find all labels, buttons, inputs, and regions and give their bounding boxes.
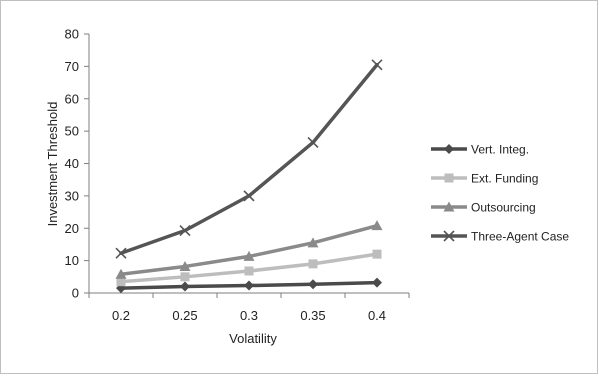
y-tick-label: 60 (65, 91, 79, 106)
legend-marker (444, 144, 454, 154)
series-outsourcing (115, 220, 383, 279)
x-axis: 0.2 0.25 0.3 0.35 0.4 (88, 292, 410, 323)
x-marker-stroke (179, 224, 191, 237)
data-point (180, 281, 190, 292)
series-three-agent-case (115, 59, 383, 259)
series-ext-funding (116, 249, 382, 287)
y-tick-label: 30 (65, 188, 79, 203)
x-marker-stroke (371, 59, 383, 71)
legend-label: Outsourcing (471, 201, 536, 215)
series-line (119, 63, 379, 255)
legend-marker (444, 173, 454, 183)
series-layer (115, 59, 383, 294)
x-tick-label: 0.25 (172, 308, 197, 323)
data-point (244, 266, 254, 276)
y-tick-label: 0 (72, 286, 79, 301)
x-axis-title: Volatility (229, 331, 277, 346)
legend-label: Three-Agent Case (471, 230, 569, 244)
y-tick-label: 80 (65, 27, 79, 42)
data-point (244, 280, 254, 291)
y-axis-title: Investment Threshold (45, 102, 60, 227)
legend: Vert. Integ. Ext. Funding Outsourcing Three… (431, 143, 569, 244)
data-point (243, 190, 255, 202)
legend-item: Ext. Funding (431, 172, 538, 186)
x-tick-label: 0.3 (240, 308, 258, 323)
legend-item: Vert. Integ. (431, 143, 529, 157)
y-tick-label: 10 (65, 253, 79, 268)
legend-marker (443, 230, 455, 242)
data-point (243, 250, 255, 261)
series-vert-integ (116, 277, 382, 294)
legend-label: Vert. Integ. (471, 143, 529, 157)
x-marker-stroke (307, 136, 319, 149)
y-axis: 0 10 20 30 40 50 60 70 80 (65, 27, 90, 301)
data-point (371, 220, 383, 231)
data-point (116, 277, 126, 287)
data-point (372, 277, 382, 288)
x-tick-label: 0.2 (112, 308, 130, 323)
data-point (115, 247, 127, 259)
data-point (180, 272, 190, 282)
data-point (308, 279, 318, 290)
data-point (371, 59, 383, 71)
legend-marker (443, 201, 455, 212)
legend-item: Three-Agent Case (431, 230, 569, 244)
data-point (308, 259, 318, 269)
x-tick-label: 0.4 (368, 308, 386, 323)
data-point (372, 249, 382, 259)
x-marker-stroke (443, 230, 455, 242)
data-point (307, 136, 319, 149)
data-point (179, 260, 191, 271)
legend-item: Outsourcing (431, 201, 536, 215)
data-point (307, 237, 319, 248)
x-marker-stroke (115, 247, 127, 259)
x-marker-stroke (243, 190, 255, 202)
data-point (115, 268, 127, 279)
y-tick-label: 20 (65, 221, 79, 236)
y-tick-label: 40 (65, 156, 79, 171)
y-tick-label: 70 (65, 59, 79, 74)
y-tick-label: 50 (65, 124, 79, 139)
legend-label: Ext. Funding (471, 172, 538, 186)
x-tick-label: 0.35 (300, 308, 325, 323)
data-point (179, 224, 191, 237)
